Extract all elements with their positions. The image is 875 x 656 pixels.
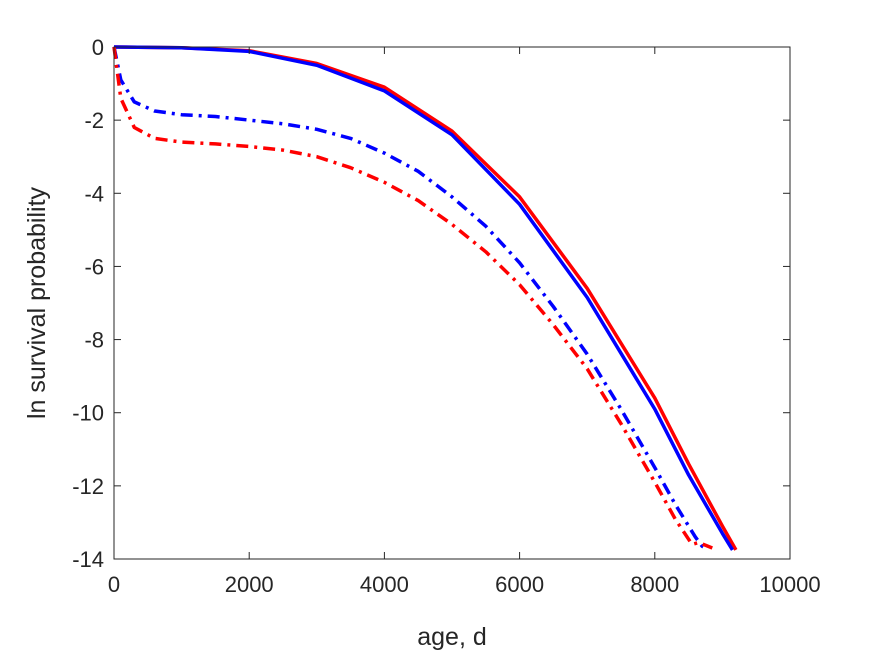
plot-area-background — [114, 47, 790, 559]
x-tick-label: 8000 — [630, 572, 679, 597]
y-axis-label: ln survival probability — [23, 186, 51, 419]
y-tick-label: -4 — [84, 181, 104, 206]
x-tick-label: 10000 — [759, 572, 820, 597]
series-1-line — [113, 45, 734, 551]
y-tick-label: -12 — [72, 474, 104, 499]
axes-layer: 0 2000 4000 6000 8000 10000 0 -2 -4 -6 -8 -10 -12 -14 — [72, 35, 820, 597]
y-tick-label: -10 — [72, 401, 104, 426]
y-tick-label: -6 — [84, 254, 104, 279]
x-tick-label: 2000 — [225, 572, 274, 597]
y-tick-label: -14 — [72, 547, 104, 572]
series-layer — [112, 45, 738, 551]
x-axis-label: age, d — [417, 623, 487, 651]
series-3-line — [112, 46, 713, 550]
x-tick-label: 0 — [108, 572, 120, 597]
y-tick-label: -8 — [84, 328, 104, 353]
y-tick-label: 0 — [92, 35, 104, 60]
y-tick-label: -2 — [84, 108, 104, 133]
x-tick-label: 6000 — [495, 572, 544, 597]
series-2-line — [112, 46, 707, 550]
axes-box — [113, 46, 791, 560]
x-tick-label: 4000 — [360, 572, 409, 597]
